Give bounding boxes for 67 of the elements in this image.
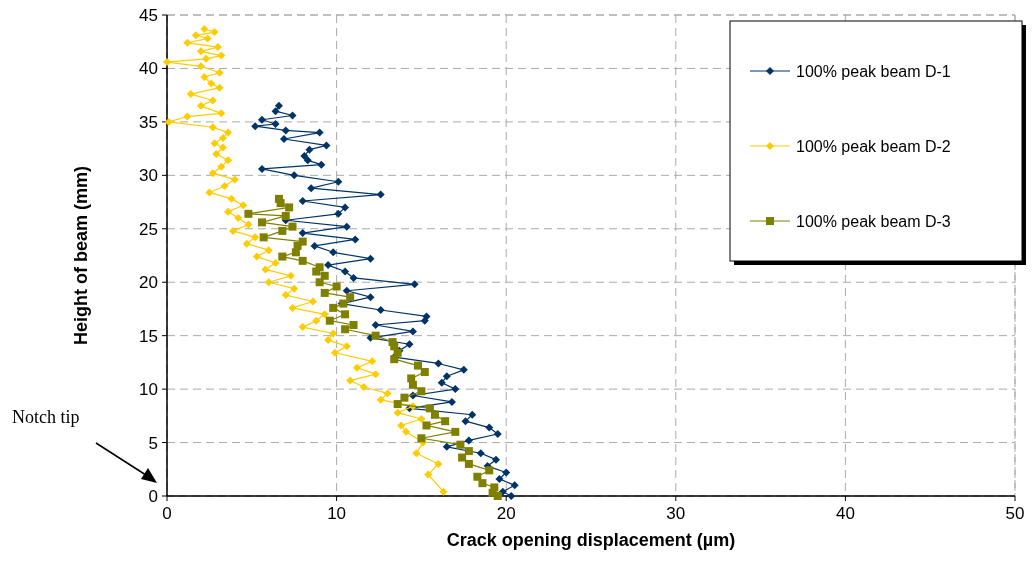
legend-label: 100% peak beam D-2 — [796, 138, 951, 155]
point — [456, 440, 465, 449]
point — [393, 400, 402, 409]
x-tick-label: 20 — [496, 504, 516, 523]
point — [422, 421, 431, 430]
point — [464, 447, 473, 456]
point — [259, 233, 268, 242]
point — [485, 466, 494, 475]
point — [320, 271, 329, 280]
point — [320, 288, 329, 297]
x-tick-label: 50 — [1005, 504, 1025, 523]
point — [349, 320, 358, 329]
y-tick-label: 40 — [139, 59, 158, 79]
point — [315, 278, 324, 287]
point — [341, 310, 350, 319]
point — [288, 222, 297, 231]
x-axis-title: Crack opening displacement (µm) — [446, 530, 736, 550]
point — [257, 218, 266, 227]
point — [478, 479, 487, 488]
point — [244, 209, 253, 218]
point — [400, 393, 409, 402]
x-tick-label: 40 — [835, 504, 855, 523]
x-tick-label: 30 — [666, 504, 686, 523]
point — [417, 434, 426, 443]
x-tick-label: 10 — [327, 504, 347, 523]
x-tick-label: 0 — [162, 504, 172, 523]
point — [346, 293, 355, 302]
y-tick-label: 15 — [139, 326, 158, 346]
y-tick-label: 25 — [139, 219, 158, 239]
point — [281, 211, 290, 220]
point — [441, 417, 450, 426]
point — [329, 303, 338, 312]
point — [414, 361, 423, 370]
point — [493, 492, 502, 500]
point — [325, 316, 334, 325]
y-tick-label: 35 — [139, 112, 158, 132]
point — [285, 203, 294, 212]
point — [278, 226, 287, 235]
point — [312, 267, 321, 276]
point — [332, 282, 341, 291]
point — [458, 453, 467, 462]
point — [430, 410, 439, 419]
y-tick-label: 10 — [139, 380, 158, 400]
y-tick-label: 20 — [139, 273, 158, 293]
point — [341, 325, 350, 334]
point — [291, 248, 300, 257]
point — [425, 404, 434, 413]
point — [473, 472, 482, 481]
y-tick-label: 45 — [139, 6, 158, 25]
y-tick-label: 0 — [148, 487, 158, 506]
point — [390, 342, 399, 351]
point — [371, 331, 380, 340]
y-axis-title: Height of beam (mm) — [71, 165, 91, 346]
text: Notch tip — [12, 407, 80, 427]
point — [278, 252, 287, 261]
y-tick-label: 30 — [139, 166, 158, 186]
legend-label: 100% peak beam D-1 — [796, 63, 951, 80]
point — [408, 380, 417, 389]
y-tick-label: 5 — [148, 433, 158, 453]
point — [298, 256, 307, 265]
point — [407, 374, 416, 383]
point — [464, 459, 473, 468]
legend-label: 100% peak beam D-3 — [796, 213, 951, 230]
point — [276, 199, 285, 208]
point — [417, 387, 426, 396]
point — [420, 368, 429, 377]
point — [451, 427, 460, 436]
